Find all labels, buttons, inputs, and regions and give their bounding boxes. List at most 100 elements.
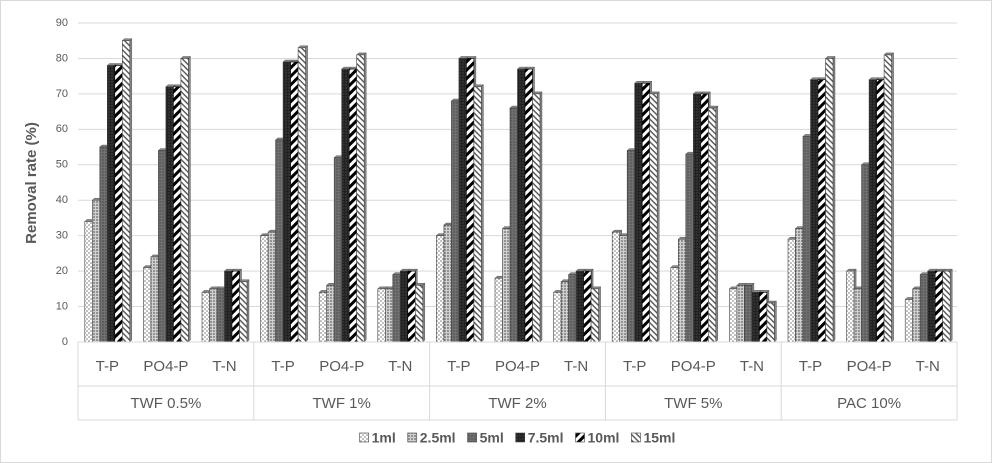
bar xyxy=(766,302,775,343)
bar xyxy=(377,288,386,343)
bar xyxy=(173,86,182,343)
legend-swatch xyxy=(631,432,641,443)
bar xyxy=(443,224,452,343)
bar xyxy=(846,270,855,343)
group-label: TWF 2% xyxy=(488,395,546,412)
y-tick-label: 80 xyxy=(56,52,68,64)
bar xyxy=(473,86,482,343)
legend-label: 1ml xyxy=(372,430,396,446)
bar xyxy=(122,40,131,343)
bar xyxy=(458,58,467,343)
legend-swatch xyxy=(515,432,526,443)
y-tick-label: 40 xyxy=(56,194,68,206)
x-tick-label: T-P xyxy=(271,358,294,375)
bar xyxy=(677,238,687,343)
bar xyxy=(670,267,679,343)
bar xyxy=(201,292,210,343)
y-tick-label: 30 xyxy=(56,230,68,242)
group-label: TWF 5% xyxy=(664,395,722,412)
bar xyxy=(517,68,526,343)
bar xyxy=(532,93,541,343)
bar xyxy=(466,58,475,343)
bar xyxy=(348,68,358,343)
bar xyxy=(356,54,365,343)
x-tick-label: T-N xyxy=(916,358,940,375)
bar xyxy=(649,93,658,343)
legend-label: 2.5ml xyxy=(420,430,456,446)
x-tick-label: PO4-P xyxy=(319,358,364,375)
bar xyxy=(817,79,826,343)
x-tick-label: T-P xyxy=(96,358,119,375)
bar xyxy=(216,288,225,343)
legend-label: 10ml xyxy=(588,430,620,446)
bar xyxy=(326,284,335,343)
bar xyxy=(92,199,101,343)
x-tick-label: T-N xyxy=(740,358,764,375)
bar xyxy=(810,79,819,343)
bar xyxy=(751,292,760,343)
x-tick-label: T-N xyxy=(564,358,588,375)
bar xyxy=(333,157,343,343)
legend-label: 7.5ml xyxy=(528,430,564,446)
bar xyxy=(626,150,636,343)
bar xyxy=(436,235,445,343)
bar xyxy=(392,274,401,343)
bar xyxy=(553,292,562,343)
bar xyxy=(619,235,628,343)
bar xyxy=(611,231,621,343)
bar xyxy=(853,288,862,343)
bar xyxy=(912,288,921,343)
bar xyxy=(209,288,218,343)
bar xyxy=(568,274,577,343)
x-tick-label: PO4-P xyxy=(143,358,188,375)
x-tick-label: T-P xyxy=(623,358,646,375)
bar xyxy=(180,58,189,343)
x-tick-label: T-N xyxy=(212,358,236,375)
bar xyxy=(692,93,702,343)
bar xyxy=(224,270,233,343)
bar xyxy=(84,221,93,343)
legend-label: 5ml xyxy=(480,430,504,446)
y-tick-label: 50 xyxy=(56,159,68,171)
bar xyxy=(150,256,159,343)
bar xyxy=(634,82,643,343)
bar xyxy=(904,299,914,343)
bar xyxy=(927,270,936,343)
bar xyxy=(861,164,870,343)
bar xyxy=(641,82,651,343)
bar xyxy=(575,270,584,343)
bar xyxy=(868,79,877,343)
group-label: TWF 0.5% xyxy=(130,395,201,412)
y-tick-label: 90 xyxy=(56,17,68,29)
bar xyxy=(165,86,174,343)
y-tick-label: 70 xyxy=(56,88,68,100)
bar xyxy=(502,228,511,343)
bar xyxy=(795,228,804,343)
bar xyxy=(414,284,424,343)
group-label: TWF 1% xyxy=(313,395,371,412)
bar xyxy=(942,270,951,343)
bar xyxy=(744,284,753,343)
bar xyxy=(560,281,569,343)
bar xyxy=(290,61,299,343)
x-tick-label: T-P xyxy=(799,358,822,375)
group-label: PAC 10% xyxy=(837,395,901,412)
bar xyxy=(729,288,738,343)
bar xyxy=(700,93,709,343)
bar xyxy=(341,68,350,343)
x-tick-label: PO4-P xyxy=(495,358,540,375)
legend-swatch xyxy=(407,432,418,443)
bar xyxy=(883,54,892,343)
bar xyxy=(524,68,533,343)
y-tick-label: 0 xyxy=(62,336,68,348)
bar xyxy=(318,292,328,343)
bar xyxy=(736,284,745,343)
bar xyxy=(297,47,306,343)
legend-swatch xyxy=(359,432,369,443)
bar xyxy=(407,270,416,343)
bar xyxy=(239,281,248,343)
bar xyxy=(802,136,811,343)
legend-swatch xyxy=(467,432,477,443)
bar xyxy=(451,100,460,343)
